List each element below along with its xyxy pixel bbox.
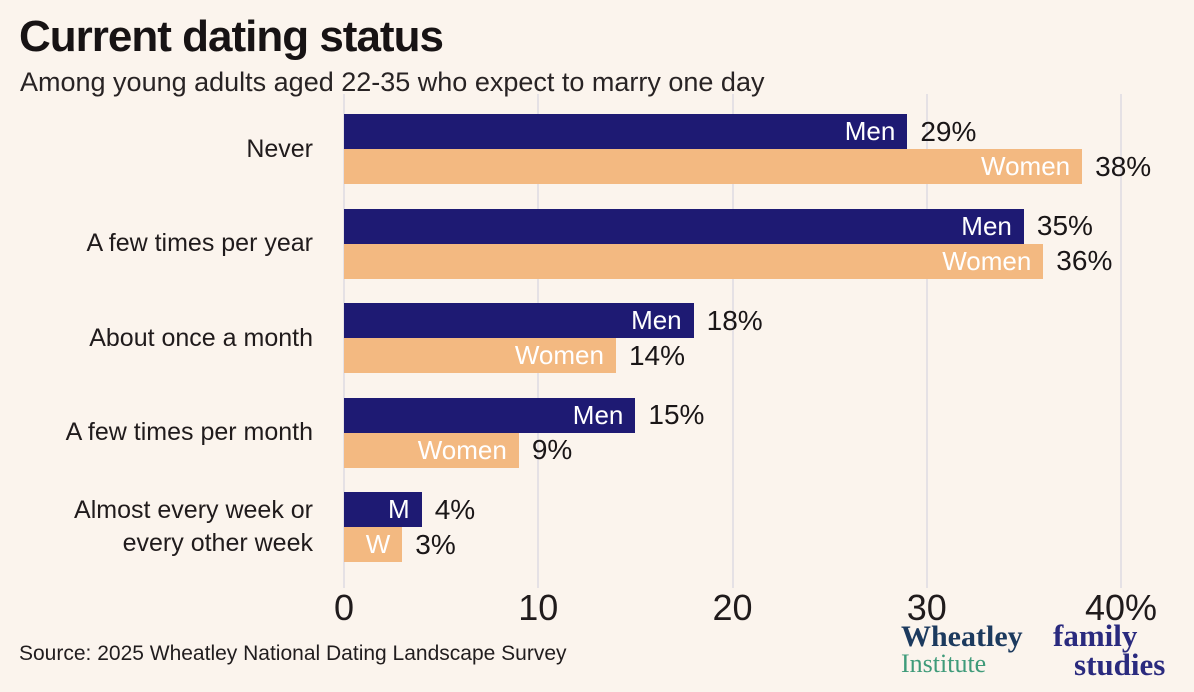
category-label: A few times per month	[65, 418, 313, 446]
bar-value-label: 38%	[1095, 150, 1152, 182]
bar-series-label: Men	[961, 210, 1012, 241]
bar-series-label: M	[388, 494, 410, 524]
bar-value-label: 4%	[434, 493, 476, 525]
bar-men: M	[344, 492, 422, 527]
bar-series-label: Men	[631, 305, 682, 335]
family-studies-logo-line1: family	[1053, 618, 1138, 653]
bar-women: W	[344, 527, 403, 562]
bar-men: Men	[344, 397, 636, 433]
bar-women: Women	[344, 243, 1044, 279]
category-label: Almost every week or every other week	[74, 496, 313, 557]
gridline	[1120, 94, 1122, 588]
bar-series-label: Men	[844, 116, 896, 146]
bar-men: Men	[344, 208, 1024, 244]
wheatley-logo-line2: Institute	[901, 649, 987, 678]
category-label: Never	[246, 134, 313, 163]
bar-women: Women	[344, 149, 1083, 184]
wheatley-institute-logo: Wheatley Institute	[901, 620, 1023, 678]
bar-women: Women	[344, 338, 616, 373]
x-axis-tick-label: 10	[518, 587, 559, 628]
bar-series-label: Women	[942, 245, 1032, 276]
gridline	[731, 94, 734, 588]
bar-series-label: Men	[572, 399, 624, 430]
wheatley-logo-line1: Wheatley	[901, 620, 1023, 653]
bar-value-label: 29%	[920, 115, 977, 147]
x-axis-tick-label: 30	[906, 587, 947, 628]
category-label: A few times per year	[86, 229, 313, 257]
bar-value-label: 14%	[628, 339, 685, 371]
bar-series-label: Women	[981, 151, 1071, 181]
bar-value-label: 35%	[1036, 210, 1093, 241]
bar-series-label: W	[365, 529, 391, 559]
family-studies-logo-line2: studies	[1074, 647, 1166, 682]
bar-value-label: 36%	[1056, 245, 1113, 276]
gridline	[925, 94, 928, 588]
bar-women: Women	[344, 432, 519, 468]
bar-value-label: 18%	[706, 304, 763, 336]
bar-series-label: Women	[514, 340, 604, 370]
bar-men: Men	[344, 303, 694, 338]
bar-men: Men	[344, 114, 908, 149]
category-label: About once a month	[89, 323, 313, 352]
chart-title: Current dating status	[19, 12, 444, 61]
bar-value-label: 9%	[531, 434, 573, 465]
bar-value-label: 15%	[648, 399, 705, 430]
family-studies-logo: family studies	[1053, 618, 1166, 682]
bar-value-label: 3%	[415, 528, 456, 560]
x-axis-tick-label: 20	[712, 587, 753, 628]
chart-subtitle: Among young adults aged 22-35 who expect…	[20, 67, 765, 97]
x-axis-tick-label: 40%	[1084, 587, 1158, 628]
source-note: Source: 2025 Wheatley National Dating La…	[19, 642, 567, 665]
bar-series-label: Women	[417, 434, 507, 465]
x-axis-tick-label: 0	[333, 587, 355, 628]
